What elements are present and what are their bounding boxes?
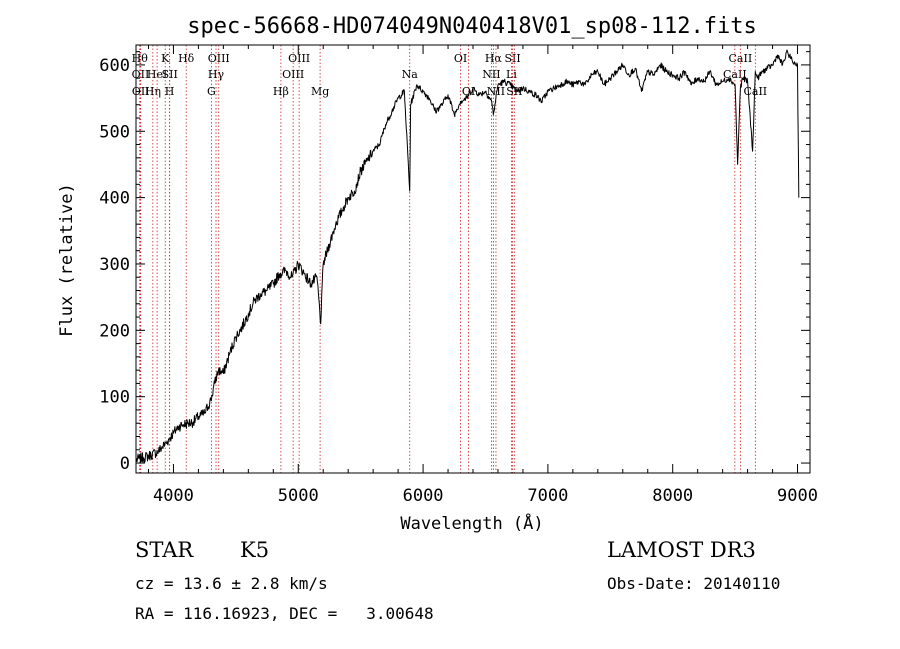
line-label: Hθ: [132, 52, 149, 65]
y-tick-label: 0: [120, 454, 130, 474]
observation-date: Obs-Date: 20140110: [607, 574, 781, 593]
x-tick-label: 8000: [652, 486, 693, 506]
line-label: CaII: [729, 52, 753, 65]
survey-name: LAMOST DR3: [607, 538, 756, 562]
spectral-line-markers: HθOIIOIIHηHeIKHSIIHδGHγOIIIHβOIIIOIIIMgN…: [132, 45, 767, 473]
object-subclass: K5: [240, 538, 270, 562]
axis-ticks: 4000 5000 6000 7000 8000 9000 0 100 200 300 400 500…: [99, 45, 818, 506]
sky-coordinates: RA = 116.16923, DEC = 3.00648: [135, 604, 434, 623]
line-label: Hα: [485, 52, 503, 65]
object-class: STAR: [135, 538, 194, 562]
line-label: OIII: [288, 52, 310, 65]
x-tick-label: 7000: [527, 486, 568, 506]
x-tick-label: 5000: [278, 486, 319, 506]
plot-frame: [135, 44, 811, 474]
line-label: OI: [462, 85, 475, 98]
line-label: Hδ: [178, 52, 195, 65]
line-label: SII: [162, 68, 178, 81]
y-tick-label: 100: [99, 388, 130, 408]
line-label: SII: [504, 52, 520, 65]
line-label: OIII: [208, 52, 230, 65]
line-label: Hβ: [273, 85, 289, 98]
y-tick-label: 200: [99, 321, 130, 341]
x-axis-label: Wavelength (Å): [400, 512, 543, 534]
y-tick-label: 400: [99, 189, 130, 209]
line-label: G: [207, 85, 216, 98]
line-label: HeI: [147, 68, 167, 81]
line-label: Mg: [311, 85, 329, 98]
line-label: CaII: [743, 85, 767, 98]
line-label: Hη: [145, 85, 161, 98]
y-tick-label: 300: [99, 255, 130, 275]
line-label: Na: [402, 68, 419, 81]
x-tick-label: 4000: [153, 486, 194, 506]
x-tick-label: 9000: [777, 486, 818, 506]
chart-title: spec-56668-HD074049N040418V01_sp08-112.f…: [187, 14, 757, 39]
x-tick-label: 6000: [403, 486, 444, 506]
line-label: K: [161, 52, 170, 65]
spectrum-line-0: [135, 49, 800, 464]
line-label: Hγ: [208, 68, 225, 81]
line-label: OIII: [282, 68, 304, 81]
line-label: OI: [454, 52, 467, 65]
redshift-velocity: cz = 13.6 ± 2.8 km/s: [135, 574, 328, 593]
y-tick-label: 600: [99, 56, 130, 76]
line-label: Li: [506, 68, 517, 81]
y-axis-label: Flux (relative): [57, 183, 77, 337]
series-layer: [135, 49, 800, 464]
line-label: NII: [482, 68, 500, 81]
y-tick-label: 500: [99, 122, 130, 142]
line-label: NII: [487, 85, 505, 98]
